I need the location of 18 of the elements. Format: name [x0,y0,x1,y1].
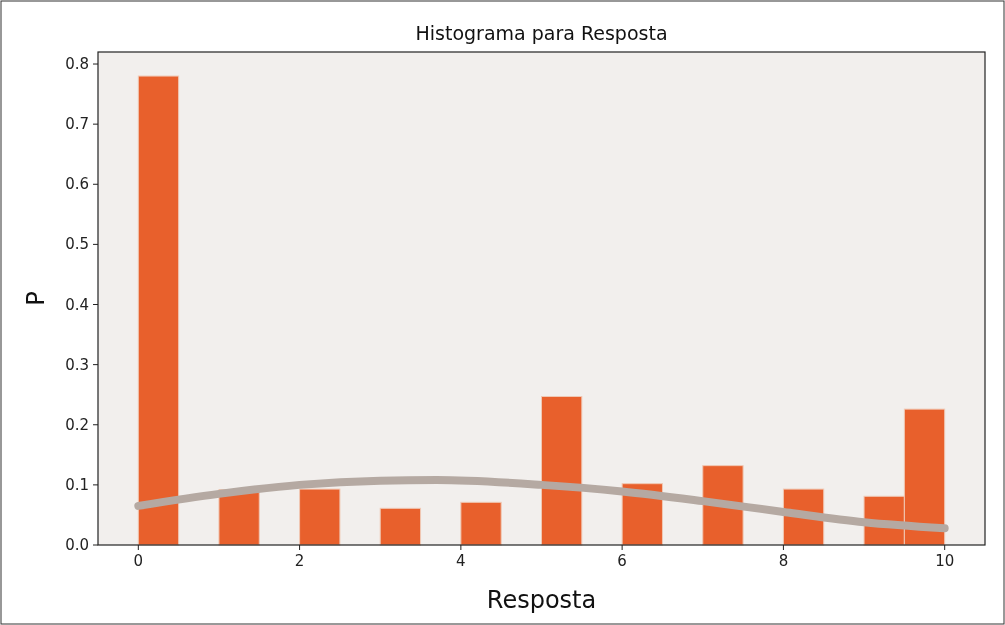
chart-title: Histograma para Resposta [415,22,668,44]
x-axis-title: Resposta [486,586,597,614]
y-tick-label: 0.4 [65,295,89,314]
y-tick-label: 0.6 [65,175,89,194]
x-tick-label: 8 [778,552,789,570]
x-tick-label: 0 [133,552,144,570]
x-tick-label: 4 [456,552,466,570]
y-tick-label: 0.8 [65,55,89,74]
y-tick-label: 0.5 [65,235,89,254]
y-tick-label: 0.3 [65,355,89,374]
y-tick-label: 0.0 [65,536,89,554]
y-tick-label: 0.2 [65,415,89,434]
x-tick-label: 10 [935,552,955,570]
y-axis-title: P [22,291,50,306]
x-tick-label: 2 [294,552,305,570]
x-tick-label: 6 [617,552,627,570]
y-tick-label: 0.1 [65,475,89,494]
y-tick-label: 0.7 [65,115,89,134]
